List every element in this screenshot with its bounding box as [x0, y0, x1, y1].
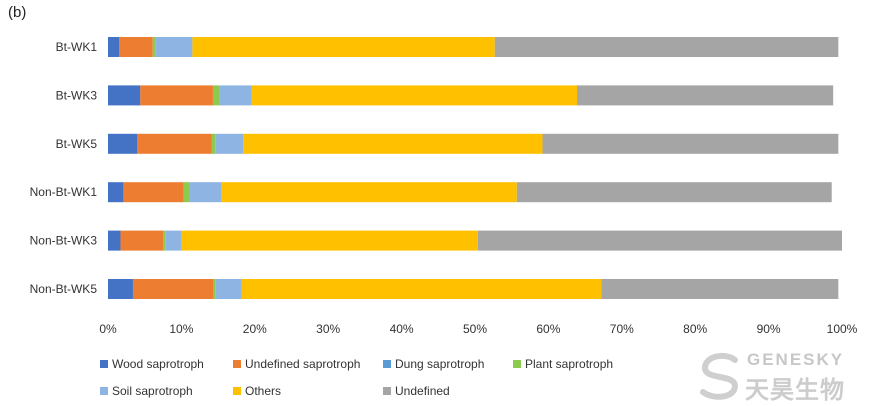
genesky-watermark: GENESKY 天昊生物 [695, 348, 865, 404]
bar-segment [189, 182, 222, 203]
legend-swatch [383, 387, 391, 395]
bar-segment [516, 182, 832, 203]
bar-segment [601, 279, 839, 299]
legend-swatch [100, 387, 108, 395]
legend-label: Plant saprotroph [525, 357, 613, 371]
bar-segment [155, 37, 193, 57]
bar-segment [123, 182, 184, 203]
bar-segment [219, 85, 252, 106]
bar-segment [108, 133, 138, 154]
bar-segment [119, 37, 153, 57]
bar-segment [213, 279, 216, 299]
bar-segment [108, 230, 121, 251]
legend-label: Wood saprotroph [112, 357, 204, 371]
category-label: Non-Bt-WK3 [30, 234, 98, 248]
bar-segment [477, 230, 842, 251]
x-tick-label: 10% [169, 322, 193, 336]
bar-segment [542, 133, 839, 154]
x-tick-label: 100% [827, 322, 858, 336]
bar-segment [140, 85, 213, 106]
bar-segment [120, 230, 164, 251]
bar-segment [165, 230, 182, 251]
bar-segment [221, 182, 517, 203]
bar-segment [163, 230, 166, 251]
x-tick-label: 50% [463, 322, 487, 336]
x-tick-label: 90% [757, 322, 781, 336]
legend-swatch [383, 360, 391, 368]
bar-segment [211, 133, 216, 154]
bar-segment [183, 182, 190, 203]
bar-segment [215, 133, 244, 154]
legend-label: Undefined saprotroph [245, 357, 360, 371]
legend-swatch [100, 360, 108, 368]
bar-segment [192, 37, 495, 57]
category-label: Non-Bt-WK1 [30, 185, 98, 199]
bars-group [108, 37, 842, 299]
legend: Wood saprotroph Undefined saprotroph Dung … [100, 357, 613, 398]
legend-label: Soil saprotroph [112, 384, 193, 398]
legend-swatch [233, 360, 241, 368]
legend-label: Undefined [395, 384, 450, 398]
bar-segment [137, 133, 212, 154]
x-tick-label: 70% [610, 322, 634, 336]
category-label: Non-Bt-WK5 [30, 282, 98, 296]
legend-swatch [513, 360, 521, 368]
bar-segment [251, 85, 578, 106]
bar-segment [108, 85, 141, 106]
x-axis: 0% 10% 20% 30% 40% 50% 60% 70% 80% 90% 100% [99, 322, 857, 336]
x-tick-label: 80% [683, 322, 707, 336]
x-tick-label: 0% [99, 322, 117, 336]
bar-segment [241, 279, 602, 299]
x-tick-label: 60% [536, 322, 560, 336]
watermark-en: GENESKY [747, 350, 845, 369]
category-label: Bt-WK5 [56, 137, 98, 151]
bar-segment [212, 85, 220, 106]
x-tick-label: 20% [243, 322, 267, 336]
bar-segment [494, 37, 839, 57]
category-labels: Bt-WK1 Bt-WK3 Bt-WK5 Non-Bt-WK1 Non-Bt-WK3 No… [30, 40, 98, 296]
bar-segment [108, 37, 120, 57]
x-tick-label: 30% [316, 322, 340, 336]
bar-segment [215, 279, 242, 299]
bar-segment [152, 37, 156, 57]
legend-swatch [233, 387, 241, 395]
panel-label: (b) [8, 4, 27, 21]
bar-segment [243, 133, 543, 154]
bar-segment [108, 279, 133, 299]
watermark-cn: 天昊生物 [745, 376, 845, 404]
bar-segment [181, 230, 478, 251]
x-tick-label: 40% [390, 322, 414, 336]
category-label: Bt-WK1 [56, 40, 98, 54]
bar-segment [132, 279, 214, 299]
legend-label: Dung saprotroph [395, 357, 484, 371]
bar-segment [108, 182, 124, 203]
bar-segment [577, 85, 834, 106]
category-label: Bt-WK3 [56, 88, 98, 102]
genesky-logo-icon [700, 352, 739, 400]
legend-label: Others [245, 384, 281, 398]
